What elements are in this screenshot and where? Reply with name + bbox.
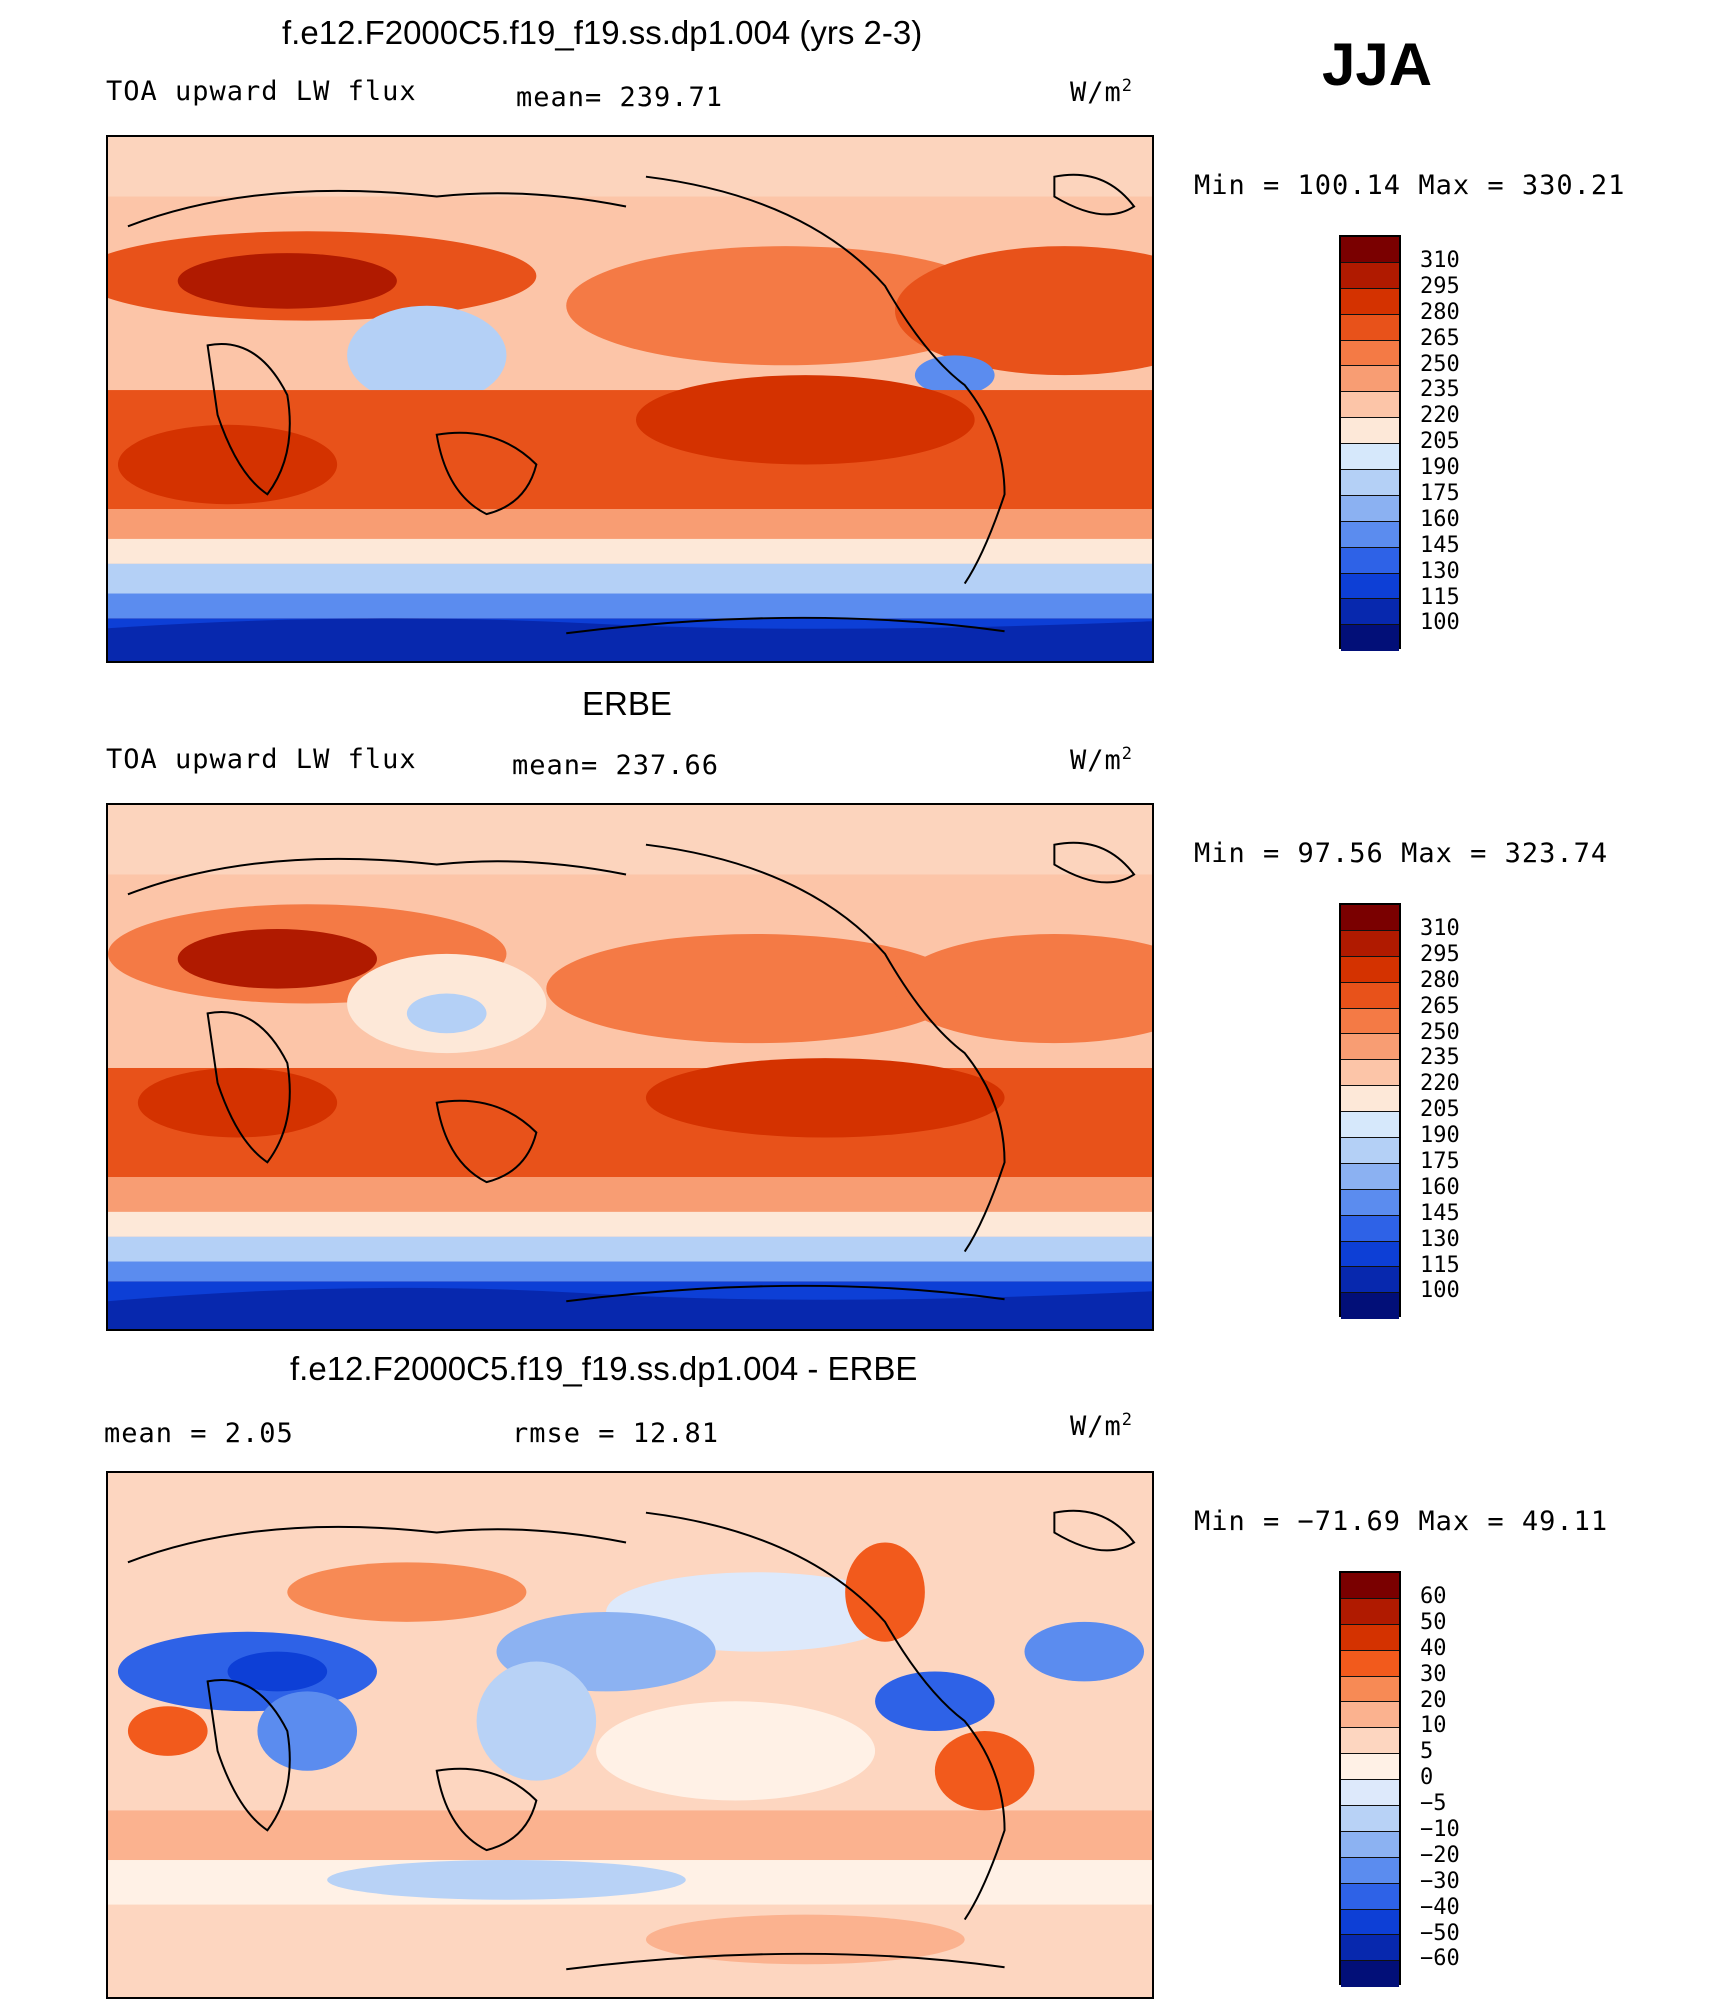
panel-2-colorbar bbox=[1339, 903, 1401, 1320]
colorbar-tick-label: 160 bbox=[1420, 1174, 1460, 1200]
panel-3-units: W/m2 bbox=[1070, 1410, 1134, 1442]
colorbar-tick-label: 130 bbox=[1420, 1226, 1460, 1252]
colorbar-tick-label: 205 bbox=[1420, 1097, 1460, 1123]
colorbar-tick-label: 190 bbox=[1420, 455, 1460, 481]
colorbar-tick-label: 280 bbox=[1420, 967, 1460, 993]
colorbar-tick-label: 115 bbox=[1420, 584, 1460, 610]
panel-2-map bbox=[106, 803, 1154, 1331]
panel-3-min-max: Min = −71.69 Max = 49.11 bbox=[1194, 1506, 1609, 1537]
colorbar-tick-label: 310 bbox=[1420, 916, 1460, 941]
colorbar-tick-label: 10 bbox=[1420, 1713, 1447, 1739]
panel-3-title: f.e12.F2000C5.f19_f19.ss.dp1.004 - ERBE bbox=[290, 1350, 918, 1387]
panel-1-colorbar bbox=[1339, 235, 1401, 652]
colorbar-tick-label: 130 bbox=[1420, 558, 1460, 584]
colorbar-tick-label: 220 bbox=[1420, 403, 1460, 429]
colorbar-tick-label: 100 bbox=[1420, 1278, 1460, 1304]
panel-3-colorbar bbox=[1339, 1571, 1401, 1988]
colorbar-tick-label: −10 bbox=[1420, 1817, 1460, 1843]
panel-2-units: W/m2 bbox=[1070, 744, 1134, 776]
colorbar-tick-label: 235 bbox=[1420, 1045, 1460, 1071]
panel-3-colorbar-labels: 60 50 40 30 20 10 5 0 −5 −10 −20 −30 −40… bbox=[1420, 1584, 1460, 1972]
colorbar-tick-label: 160 bbox=[1420, 506, 1460, 532]
colorbar-tick-label: 235 bbox=[1420, 377, 1460, 403]
panel-3-map bbox=[106, 1471, 1154, 1999]
panel-2-contour-field bbox=[108, 805, 1152, 1329]
colorbar-tick-label: −20 bbox=[1420, 1842, 1460, 1868]
colorbar-tick-label: 30 bbox=[1420, 1661, 1447, 1687]
panel-1-min-max: Min = 100.14 Max = 330.21 bbox=[1194, 170, 1626, 201]
colorbar-tick-label: 250 bbox=[1420, 351, 1460, 377]
colorbar-tick-label: 100 bbox=[1420, 610, 1460, 636]
colorbar-tick-label: −30 bbox=[1420, 1868, 1460, 1894]
colorbar-tick-label: 50 bbox=[1420, 1609, 1447, 1635]
colorbar-tick-label: 280 bbox=[1420, 299, 1460, 325]
colorbar-tick-label: 295 bbox=[1420, 941, 1460, 967]
panel-1-map bbox=[106, 135, 1154, 663]
season-label: JJA bbox=[1322, 31, 1433, 98]
panel-2-min-max: Min = 97.56 Max = 323.74 bbox=[1194, 838, 1609, 869]
colorbar-tick-label: 190 bbox=[1420, 1123, 1460, 1149]
panel-3-contour-field bbox=[108, 1473, 1152, 1997]
colorbar-tick-label: 265 bbox=[1420, 325, 1460, 351]
colorbar-tick-label: −60 bbox=[1420, 1946, 1460, 1972]
panel-1-title: f.e12.F2000C5.f19_f19.ss.dp1.004 (yrs 2-… bbox=[282, 14, 923, 51]
panel-1-colorbar-labels: 310 295 280 265 250 235 220 205 190 175 … bbox=[1420, 248, 1460, 636]
colorbar-tick-label: −5 bbox=[1420, 1791, 1447, 1817]
colorbar-tick-label: 5 bbox=[1420, 1739, 1434, 1765]
colorbar-tick-label: 310 bbox=[1420, 248, 1460, 273]
panel-3-mean-label: mean = 2.05 bbox=[104, 1418, 294, 1449]
colorbar-tick-label: 40 bbox=[1420, 1635, 1447, 1661]
panel-1-units: W/m2 bbox=[1070, 76, 1134, 108]
panel-2-title: ERBE bbox=[582, 685, 672, 722]
colorbar-tick-label: 115 bbox=[1420, 1252, 1460, 1278]
panel-2-mean-label: mean= 237.66 bbox=[512, 750, 720, 781]
colorbar-tick-label: −40 bbox=[1420, 1894, 1460, 1920]
panel-3-rmse-label: rmse = 12.81 bbox=[512, 1418, 720, 1449]
colorbar-tick-label: 265 bbox=[1420, 993, 1460, 1019]
panel-1-variable-label: TOA upward LW flux bbox=[106, 76, 417, 107]
panel-1-mean-label: mean= 239.71 bbox=[516, 82, 724, 113]
colorbar-tick-label: 295 bbox=[1420, 273, 1460, 299]
colorbar-tick-label: 145 bbox=[1420, 532, 1460, 558]
panel-2-colorbar-labels: 310 295 280 265 250 235 220 205 190 175 … bbox=[1420, 916, 1460, 1304]
colorbar-tick-label: 175 bbox=[1420, 481, 1460, 507]
colorbar-tick-label: −50 bbox=[1420, 1920, 1460, 1946]
colorbar-tick-label: 145 bbox=[1420, 1200, 1460, 1226]
colorbar-tick-label: 60 bbox=[1420, 1584, 1447, 1609]
colorbar-tick-label: 20 bbox=[1420, 1687, 1447, 1713]
colorbar-tick-label: 0 bbox=[1420, 1765, 1434, 1791]
colorbar-tick-label: 220 bbox=[1420, 1071, 1460, 1097]
colorbar-tick-label: 205 bbox=[1420, 429, 1460, 455]
colorbar-tick-label: 250 bbox=[1420, 1019, 1460, 1045]
panel-2-variable-label: TOA upward LW flux bbox=[106, 744, 417, 775]
panel-1-contour-field bbox=[108, 137, 1152, 661]
colorbar-tick-label: 175 bbox=[1420, 1149, 1460, 1175]
